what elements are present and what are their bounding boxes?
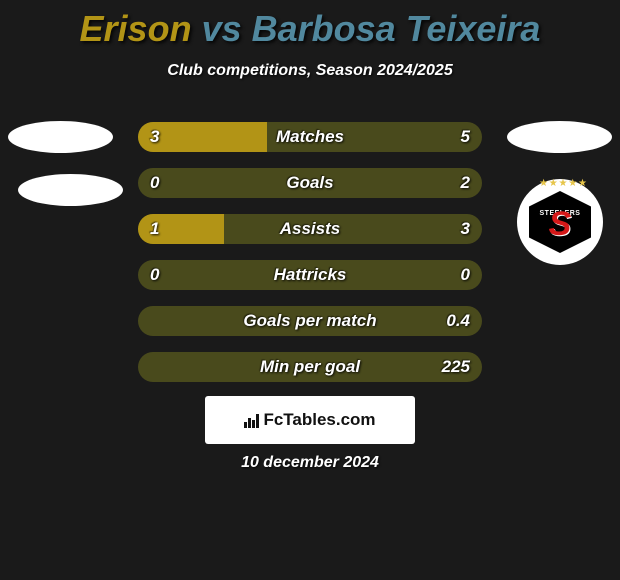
- stat-label: Matches: [138, 122, 482, 152]
- stat-row: 225Min per goal: [0, 352, 620, 382]
- brand-logo: FcTables.com: [244, 410, 375, 430]
- stat-label: Goals: [138, 168, 482, 198]
- title-player1: Erison: [80, 8, 192, 49]
- subtitle: Club competitions, Season 2024/2025: [0, 62, 620, 80]
- comparison-chart: 35Matches 02Goals 13Assists 00Hattricks 0.4G…: [0, 122, 620, 398]
- date-label: 10 december 2024: [0, 454, 620, 472]
- stat-row: 13Assists: [0, 214, 620, 244]
- stat-row: 0.4Goals per match: [0, 306, 620, 336]
- stat-label: Min per goal: [138, 352, 482, 382]
- stat-label: Goals per match: [138, 306, 482, 336]
- stat-row: 00Hattricks: [0, 260, 620, 290]
- badge-stars: ★ ★ ★ ★ ★: [539, 178, 586, 189]
- stat-label: Hattricks: [138, 260, 482, 290]
- title-vs: vs: [202, 8, 242, 49]
- brand-text: FcTables.com: [263, 410, 375, 430]
- stat-row: 35Matches: [0, 122, 620, 152]
- bar-chart-icon: [244, 412, 259, 428]
- stat-label: Assists: [138, 214, 482, 244]
- page-title: Erison vs Barbosa Teixeira: [0, 0, 620, 50]
- stat-row: 02Goals: [0, 168, 620, 198]
- brand-box: FcTables.com: [205, 396, 415, 444]
- title-player2: Barbosa Teixeira: [252, 8, 541, 49]
